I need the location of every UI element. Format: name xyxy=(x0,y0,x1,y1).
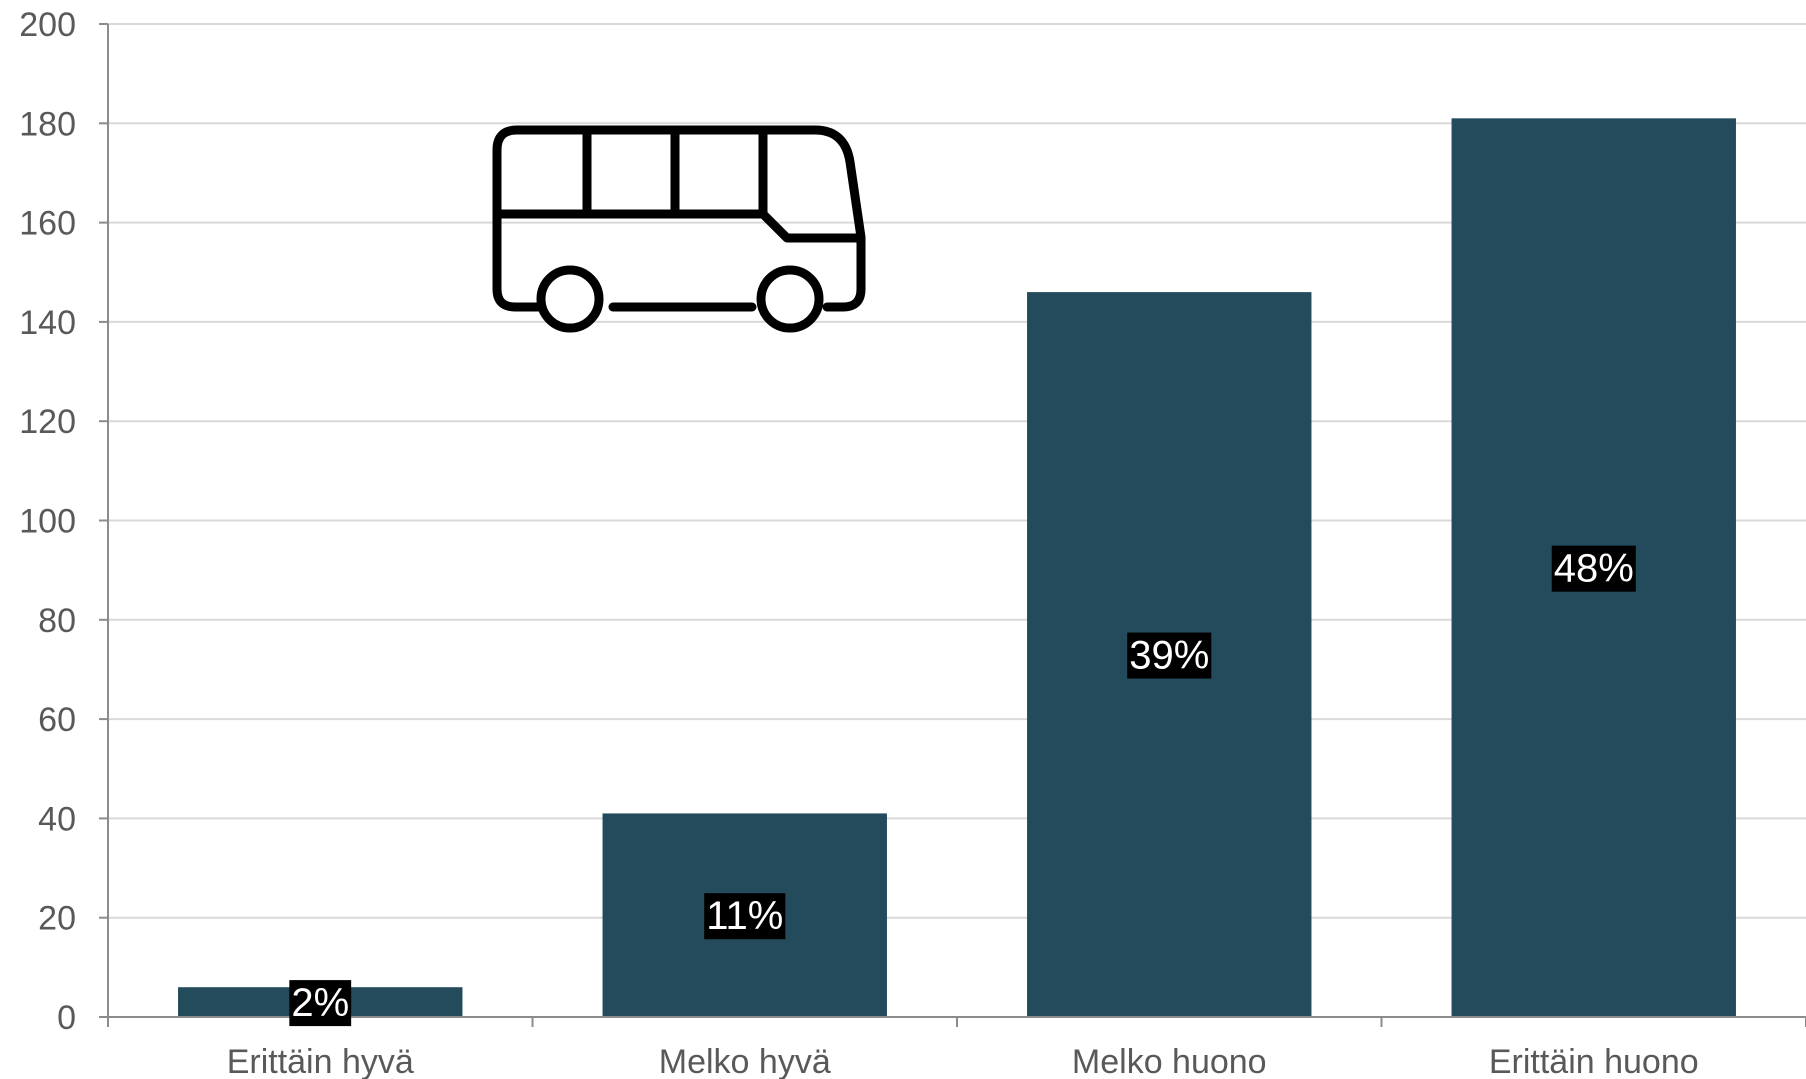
data-label-background xyxy=(289,980,352,1027)
y-tick-label: 120 xyxy=(19,403,76,441)
y-tick-label: 60 xyxy=(38,701,76,739)
x-category-label: Melko huono xyxy=(1072,1043,1267,1079)
y-tick-label: 160 xyxy=(19,205,76,243)
data-label: 2% xyxy=(289,980,352,1027)
y-tick-label: 140 xyxy=(19,304,76,342)
bars xyxy=(178,118,1736,1017)
data-label-background xyxy=(704,893,786,940)
data-label-text: 48% xyxy=(1554,547,1634,591)
y-tick-label: 40 xyxy=(38,800,76,838)
y-axis-tick-labels: 0 20 40 60 80 100 120 140 160 180 200 xyxy=(19,6,108,1037)
data-label: 48% xyxy=(1551,545,1636,592)
x-axis-category-labels: Erittäin hyvä Melko hyvä Melko huono Erittä… xyxy=(227,1043,1699,1079)
y-tick-label: 80 xyxy=(38,602,76,640)
y-tick-label: 0 xyxy=(57,999,76,1037)
gridlines xyxy=(108,23,1806,919)
x-axis xyxy=(107,24,1806,1027)
y-tick-label: 100 xyxy=(19,503,76,541)
y-tick-label: 200 xyxy=(19,6,76,44)
data-label: 39% xyxy=(1127,632,1212,679)
y-tick-label: 180 xyxy=(19,105,76,143)
data-label-text: 39% xyxy=(1129,634,1209,678)
data-labels: 2% 11% 39% 48% xyxy=(289,545,1636,1027)
y-tick-label: 20 xyxy=(38,900,76,938)
x-category-label: Erittäin hyvä xyxy=(227,1043,414,1079)
data-label-text: 2% xyxy=(291,981,349,1025)
bus-icon xyxy=(492,125,866,333)
data-label-text: 11% xyxy=(706,894,783,938)
data-label-background xyxy=(1551,545,1636,592)
x-category-label: Melko hyvä xyxy=(659,1043,831,1079)
x-category-label: Erittäin huono xyxy=(1489,1043,1699,1079)
data-label: 11% xyxy=(704,893,786,940)
data-label-background xyxy=(1127,632,1212,679)
